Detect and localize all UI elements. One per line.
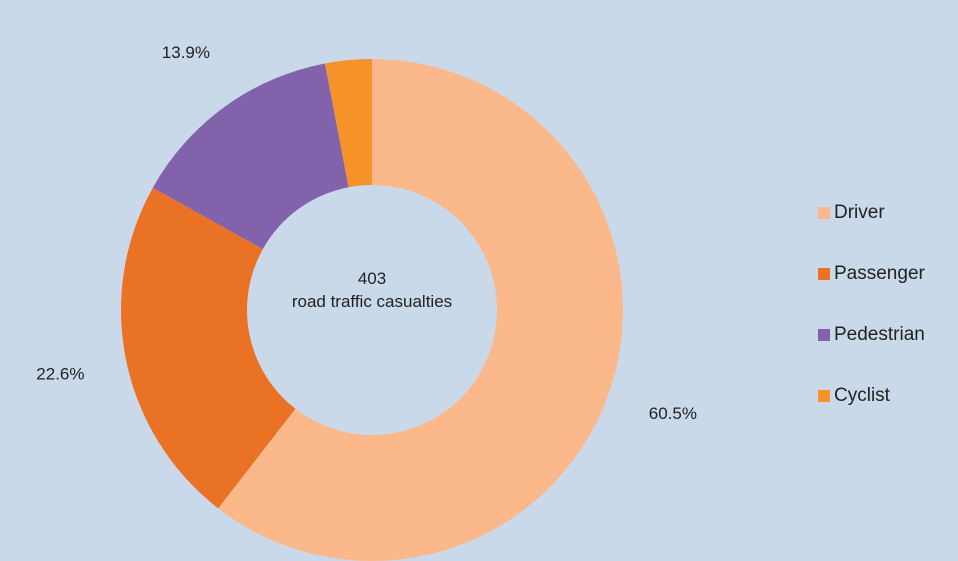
legend-item-pedestrian: Pedestrian: [818, 324, 925, 345]
legend: Driver Passenger Pedestrian Cyclist: [818, 202, 925, 447]
legend-label-passenger: Passenger: [834, 263, 925, 284]
slice-label-driver: 60.5%: [649, 404, 697, 423]
legend-item-cyclist: Cyclist: [818, 385, 925, 406]
slice-label-pedestrian: 13.9%: [162, 43, 210, 62]
legend-swatch-passenger: [818, 268, 830, 280]
slice-label-cyclist: 3.0%: [323, 0, 362, 3]
legend-swatch-cyclist: [818, 390, 830, 402]
slice-label-passenger: 22.6%: [36, 365, 84, 384]
center-value: 403: [358, 269, 386, 288]
legend-swatch-pedestrian: [818, 329, 830, 341]
slice-cyclist: [324, 59, 372, 188]
legend-label-pedestrian: Pedestrian: [834, 324, 925, 345]
legend-label-driver: Driver: [834, 202, 885, 223]
legend-item-passenger: Passenger: [818, 263, 925, 284]
center-label: road traffic casualties: [292, 292, 452, 311]
slices-group: [120, 59, 623, 561]
slice-labels-group: 60.5% 22.6% 13.9% 3.0%: [36, 0, 697, 423]
slice-driver: [218, 59, 623, 561]
legend-swatch-driver: [818, 207, 830, 219]
slice-passenger: [120, 187, 296, 509]
legend-item-driver: Driver: [818, 202, 925, 223]
legend-label-cyclist: Cyclist: [834, 385, 890, 406]
slice-pedestrian: [152, 63, 349, 250]
